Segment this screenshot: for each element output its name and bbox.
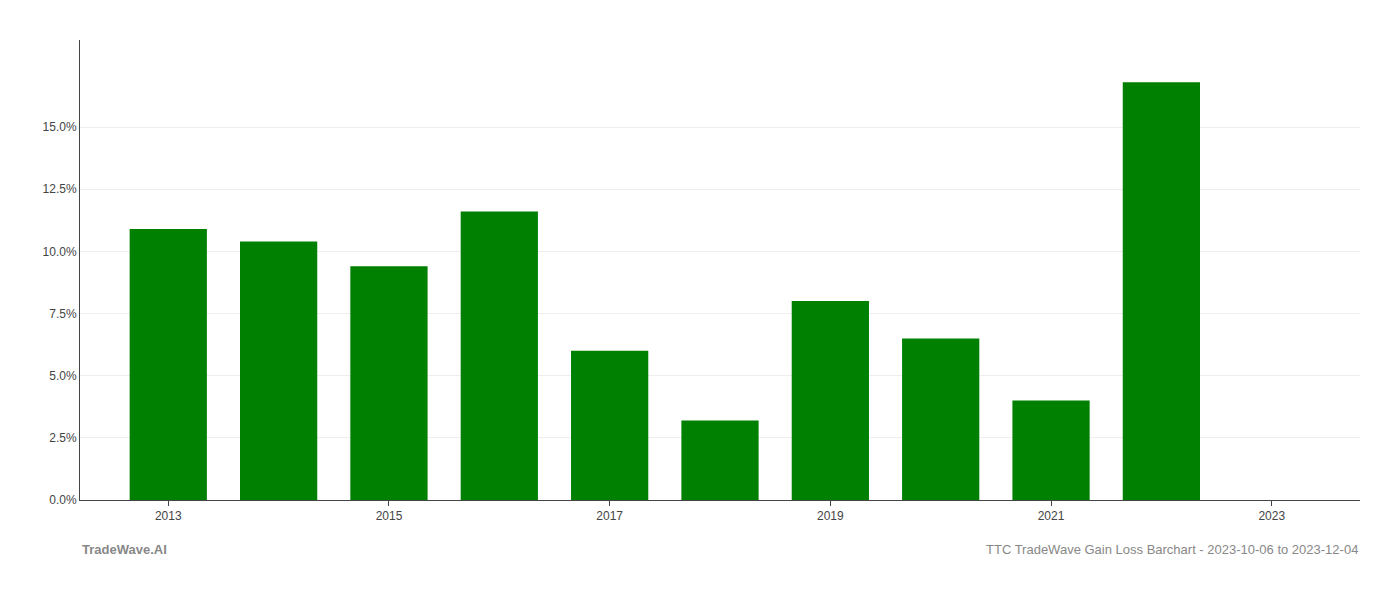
svg-text:0.0%: 0.0% xyxy=(49,493,77,507)
svg-text:5.0%: 5.0% xyxy=(49,369,77,383)
svg-text:2023: 2023 xyxy=(1258,509,1285,523)
svg-text:2019: 2019 xyxy=(817,509,844,523)
svg-text:2013: 2013 xyxy=(155,509,182,523)
svg-text:7.5%: 7.5% xyxy=(49,307,77,321)
svg-text:12.5%: 12.5% xyxy=(43,182,77,196)
svg-text:2015: 2015 xyxy=(376,509,403,523)
svg-text:2021: 2021 xyxy=(1038,509,1065,523)
svg-text:15.0%: 15.0% xyxy=(43,120,77,134)
svg-text:10.0%: 10.0% xyxy=(43,245,77,259)
svg-text:TradeWave.AI: TradeWave.AI xyxy=(82,542,167,557)
svg-text:2.5%: 2.5% xyxy=(49,431,77,445)
svg-text:2017: 2017 xyxy=(596,509,623,523)
svg-text:TTC TradeWave Gain Loss Barcha: TTC TradeWave Gain Loss Barchart - 2023-… xyxy=(986,542,1358,557)
